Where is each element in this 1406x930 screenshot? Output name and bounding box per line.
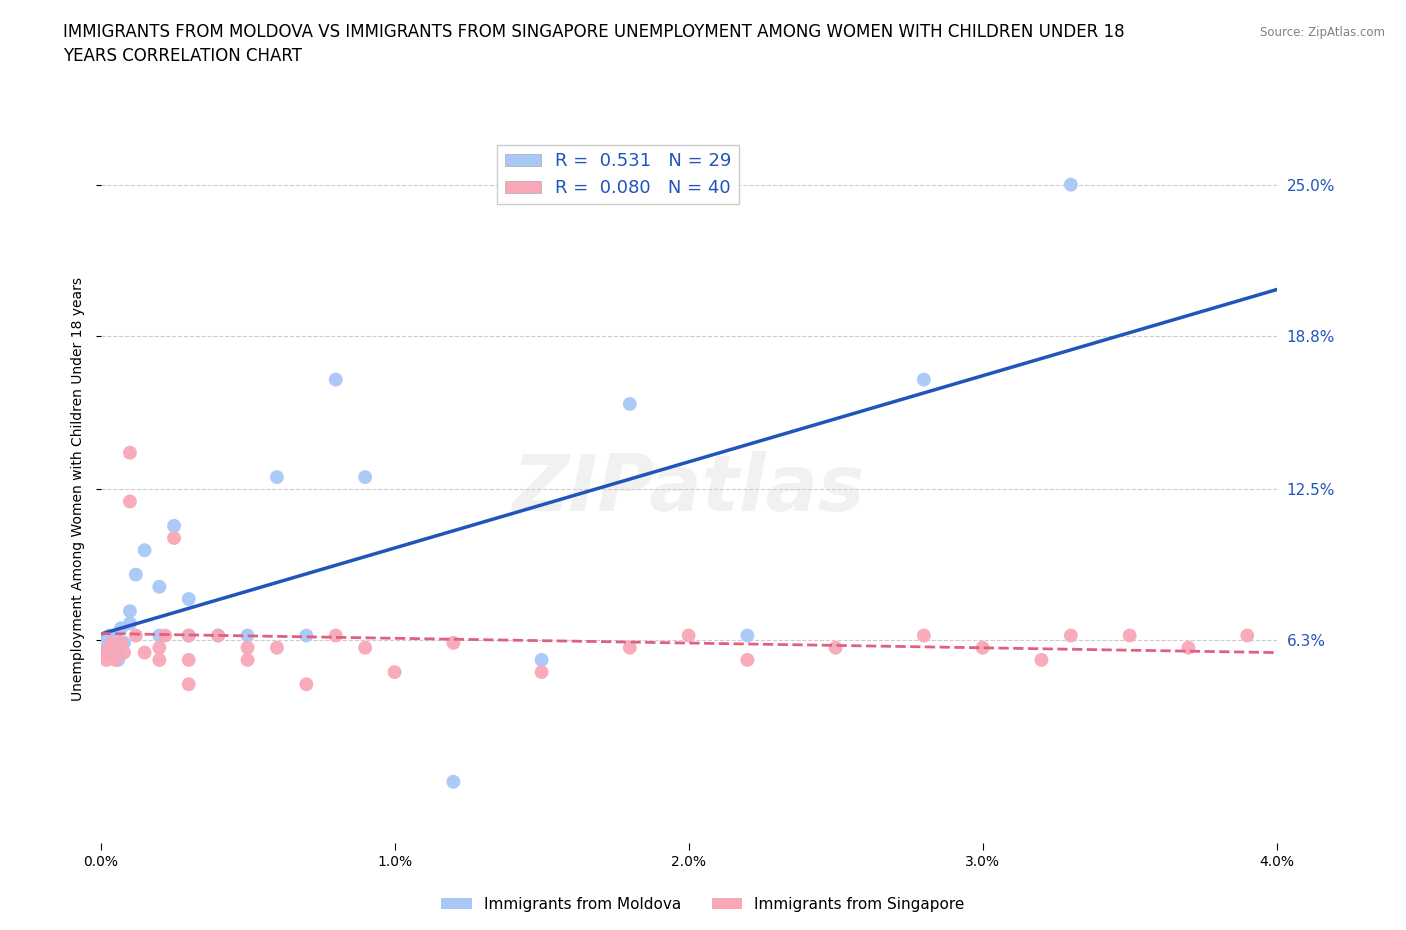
Point xyxy=(1060,178,1083,193)
Text: Source: ZipAtlas.com: Source: ZipAtlas.com xyxy=(1260,26,1385,39)
Point xyxy=(619,640,641,655)
Point xyxy=(112,635,135,650)
Point xyxy=(96,653,118,668)
Point xyxy=(118,494,141,509)
Point xyxy=(118,616,141,631)
Point xyxy=(384,665,406,680)
Point xyxy=(110,621,132,636)
Point xyxy=(118,604,141,618)
Point xyxy=(134,543,156,558)
Point xyxy=(441,775,464,790)
Point xyxy=(530,665,553,680)
Point xyxy=(530,653,553,668)
Point xyxy=(125,567,148,582)
Point xyxy=(737,628,759,643)
Point xyxy=(177,628,200,643)
Point xyxy=(101,640,124,655)
Point xyxy=(1236,628,1258,643)
Point xyxy=(104,653,127,668)
Point xyxy=(148,653,170,668)
Y-axis label: Unemployment Among Women with Children Under 18 years: Unemployment Among Women with Children U… xyxy=(72,277,86,701)
Point xyxy=(107,653,129,668)
Point xyxy=(236,628,259,643)
Point xyxy=(236,653,259,668)
Point xyxy=(163,531,186,546)
Point xyxy=(325,628,347,643)
Point xyxy=(1031,653,1053,668)
Point xyxy=(110,635,132,650)
Point xyxy=(93,645,115,660)
Point xyxy=(354,470,377,485)
Point xyxy=(177,628,200,643)
Point xyxy=(295,677,318,692)
Point xyxy=(619,396,641,411)
Point xyxy=(441,635,464,650)
Point xyxy=(104,628,127,643)
Point xyxy=(134,645,156,660)
Point xyxy=(678,628,700,643)
Point xyxy=(101,635,124,650)
Point xyxy=(93,635,115,650)
Point xyxy=(155,628,177,643)
Point xyxy=(354,640,377,655)
Point xyxy=(125,628,148,643)
Point xyxy=(295,628,318,643)
Point xyxy=(236,640,259,655)
Point xyxy=(1177,640,1199,655)
Point xyxy=(107,640,129,655)
Point xyxy=(207,628,229,643)
Text: ZIPatlas: ZIPatlas xyxy=(512,451,865,527)
Point xyxy=(737,653,759,668)
Point xyxy=(912,628,935,643)
Legend: Immigrants from Moldova, Immigrants from Singapore: Immigrants from Moldova, Immigrants from… xyxy=(434,891,972,918)
Point xyxy=(148,579,170,594)
Point xyxy=(824,640,846,655)
Point xyxy=(325,372,347,387)
Point xyxy=(266,470,288,485)
Point xyxy=(972,640,994,655)
Text: IMMIGRANTS FROM MOLDOVA VS IMMIGRANTS FROM SINGAPORE UNEMPLOYMENT AMONG WOMEN WI: IMMIGRANTS FROM MOLDOVA VS IMMIGRANTS FR… xyxy=(63,23,1125,65)
Point xyxy=(148,628,170,643)
Point xyxy=(96,645,118,660)
Point xyxy=(1060,628,1083,643)
Point xyxy=(266,640,288,655)
Point xyxy=(98,628,121,643)
Point xyxy=(98,640,121,655)
Point xyxy=(177,653,200,668)
Point xyxy=(1118,628,1140,643)
Point xyxy=(912,372,935,387)
Point xyxy=(112,645,135,660)
Point xyxy=(118,445,141,460)
Point xyxy=(148,640,170,655)
Point xyxy=(163,518,186,533)
Point xyxy=(177,677,200,692)
Legend: R =  0.531   N = 29, R =  0.080   N = 40: R = 0.531 N = 29, R = 0.080 N = 40 xyxy=(498,145,738,205)
Point xyxy=(177,591,200,606)
Point xyxy=(207,628,229,643)
